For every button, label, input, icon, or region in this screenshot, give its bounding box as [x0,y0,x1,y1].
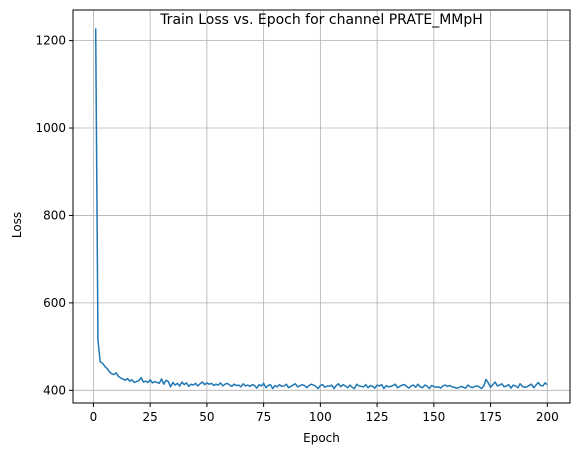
x-tick-label: 175 [479,410,502,424]
series-group [94,28,548,390]
y-axis-label: Loss [10,212,24,238]
chart-title: Train Loss vs. Epoch for channel PRATE_M… [159,12,483,28]
y-tick-label: 800 [43,208,66,222]
x-tick-label: 125 [366,410,389,424]
x-tick-label: 25 [143,410,158,424]
y-axis: 400 600 800 1000 1200 [35,34,73,397]
y-tick-label: 1200 [35,34,66,48]
x-tick-label: 50 [199,410,214,424]
x-axis: 0 25 50 75 100 125 150 175 200 [90,403,559,424]
loss-series-line [94,28,548,390]
plot-frame [72,9,571,404]
plot-background [73,10,570,403]
x-axis-label: Epoch [303,431,340,445]
x-tick-label: 150 [422,410,445,424]
x-tick-label: 0 [90,410,98,424]
x-tick-label: 200 [536,410,559,424]
y-tick-label: 400 [43,383,66,397]
x-tick-label: 75 [256,410,271,424]
y-tick-label: 600 [43,296,66,310]
x-tick-label: 100 [309,410,332,424]
grid-lines [73,10,570,403]
y-tick-label: 1000 [35,121,66,135]
